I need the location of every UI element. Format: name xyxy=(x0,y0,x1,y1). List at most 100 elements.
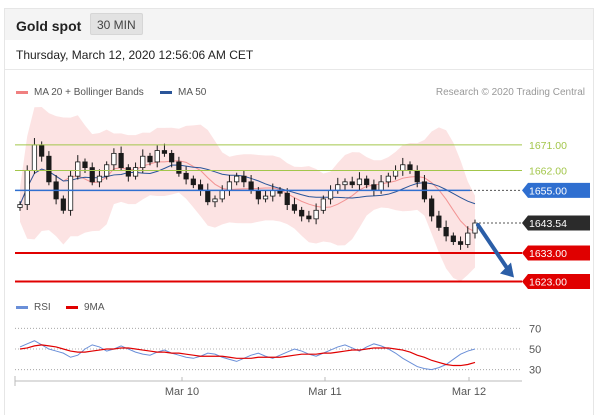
level-tag-1643.54 xyxy=(522,215,590,231)
forecast-arrow-head xyxy=(500,262,514,278)
legend-bollinger: MA 20 + Bollinger Bands xyxy=(16,87,144,98)
candle-body xyxy=(262,195,269,200)
level-tag-1655.00 xyxy=(522,182,590,198)
level-label-1623.00: 1623.00 xyxy=(529,276,567,288)
level-label-1655.00: 1655.00 xyxy=(529,185,567,197)
bollinger-band xyxy=(20,107,475,282)
candle-body xyxy=(335,184,341,191)
chart-header: Gold spot 30 MIN xyxy=(4,8,594,40)
candle-body xyxy=(212,198,218,203)
candle-body xyxy=(443,226,449,237)
candle-body xyxy=(327,189,334,200)
candle-body xyxy=(96,175,103,183)
candle-body xyxy=(125,167,131,177)
candle-body xyxy=(414,170,420,183)
timestamp: Thursday, March 12, 2020 12:56:06 AM CET xyxy=(16,48,254,62)
candle-body xyxy=(429,198,435,217)
candle-body xyxy=(161,150,168,154)
candle-body xyxy=(450,235,456,243)
candle-body xyxy=(17,204,23,208)
candle-body xyxy=(241,175,247,183)
legend-rsi-ma: 9MA xyxy=(66,302,105,313)
candle-body xyxy=(371,184,377,191)
candle-body xyxy=(82,161,88,169)
x-tick-mar-12: Mar 12 xyxy=(452,386,486,398)
candle-body xyxy=(392,170,399,177)
rsi-tick-70: 70 xyxy=(529,323,541,335)
level-label-1643.54: 1643.54 xyxy=(529,218,567,230)
legend-rsi-label: RSI xyxy=(34,302,51,313)
level-label-1633.00: 1633.00 xyxy=(529,248,567,260)
candle-body xyxy=(407,164,413,171)
candle-body xyxy=(154,150,160,163)
instrument-title: Gold spot xyxy=(16,18,82,34)
rsi-ma-swatch xyxy=(66,306,78,309)
level-label-1662.00: 1662.00 xyxy=(529,165,567,177)
candle-body xyxy=(378,181,384,191)
candle-body xyxy=(320,198,326,211)
candle-body xyxy=(176,161,182,174)
candle-body xyxy=(436,215,442,228)
candle-body xyxy=(255,189,261,200)
chart-panel xyxy=(4,40,594,415)
candle-body xyxy=(67,175,74,211)
candle-body xyxy=(306,215,312,220)
candle-body xyxy=(400,164,406,171)
x-tick-mar-11: Mar 11 xyxy=(308,386,341,398)
bollinger-swatch xyxy=(16,91,28,94)
forecast-arrow-shaft xyxy=(476,223,512,275)
candle-body xyxy=(75,161,81,177)
level-label-1671.00: 1671.00 xyxy=(529,140,567,152)
level-tag-1633.00 xyxy=(522,245,590,261)
candle-body xyxy=(291,204,298,211)
candle-body xyxy=(31,144,38,171)
rsi-swatch xyxy=(16,306,28,309)
candle-body xyxy=(299,209,305,217)
candle-body xyxy=(60,198,66,211)
candle-body xyxy=(349,181,355,186)
ma20-line xyxy=(19,160,476,233)
candle-body xyxy=(457,241,464,245)
candle-body xyxy=(183,172,189,180)
timeframe-badge[interactable]: 30 MIN xyxy=(90,13,143,35)
candle-body xyxy=(24,170,30,206)
candle-body xyxy=(147,155,153,163)
header-divider xyxy=(5,69,593,70)
candle-body xyxy=(46,155,52,183)
candle-body xyxy=(356,178,363,186)
candle-body xyxy=(219,189,225,200)
legend-rsi-ma-label: 9MA xyxy=(84,302,105,313)
candle-body xyxy=(465,232,471,245)
candle-body xyxy=(89,167,95,183)
rsi-tick-30: 30 xyxy=(529,365,541,377)
level-tag-1623.00 xyxy=(522,273,590,289)
candle-body xyxy=(364,178,370,186)
candle-body xyxy=(197,184,204,191)
candle-body xyxy=(270,189,276,197)
candle-body xyxy=(313,209,319,220)
candle-body xyxy=(284,192,290,206)
candle-body xyxy=(190,178,196,186)
candle-body xyxy=(111,152,117,166)
candle-body xyxy=(342,181,348,186)
rsi-line xyxy=(19,340,476,371)
candle-body xyxy=(169,152,175,163)
rsi-ma-line xyxy=(19,344,476,367)
candle-body xyxy=(205,189,211,203)
candle-body xyxy=(226,181,233,191)
candle-body xyxy=(248,181,254,191)
research-credit: Research © 2020 Trading Central xyxy=(435,87,585,98)
legend-ma50: MA 50 xyxy=(160,87,206,98)
candle-body xyxy=(39,144,45,157)
x-tick-mar-10: Mar 10 xyxy=(165,386,199,398)
candle-body xyxy=(132,167,139,177)
candle-body xyxy=(234,175,240,183)
rsi-tick-50: 50 xyxy=(529,344,541,356)
legend-bollinger-label: MA 20 + Bollinger Bands xyxy=(34,87,144,98)
ma50-swatch xyxy=(160,91,172,94)
candle-body xyxy=(385,175,391,183)
candle-body xyxy=(140,155,146,169)
candle-body xyxy=(118,152,124,169)
legend-ma50-label: MA 50 xyxy=(178,87,207,98)
